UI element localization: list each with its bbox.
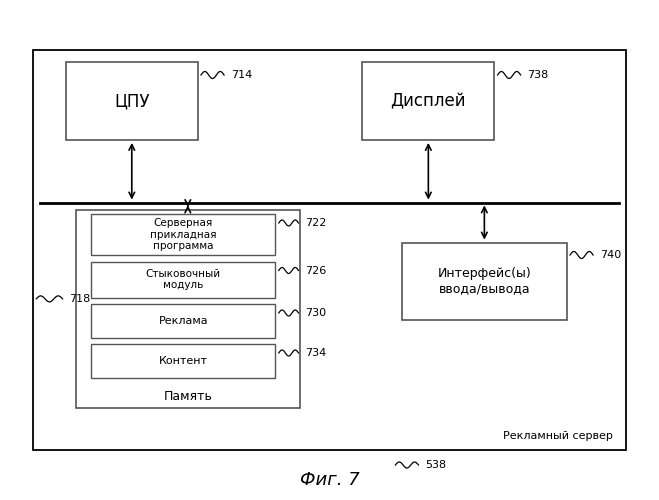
Bar [91, 214, 275, 255]
Bar [91, 304, 275, 338]
Text: Стыковочный
модуль: Стыковочный модуль [146, 268, 221, 290]
Text: 538: 538 [425, 460, 446, 470]
Text: Серверная
прикладная
программа: Серверная прикладная программа [150, 218, 216, 251]
Text: 738: 738 [527, 70, 548, 80]
Bar [362, 62, 494, 140]
Text: Реклама: Реклама [158, 316, 208, 326]
Text: Интерфейс(ы)
ввода/вывода: Интерфейс(ы) ввода/вывода [438, 267, 531, 295]
Text: 714: 714 [231, 70, 252, 80]
Bar [91, 262, 275, 298]
Text: 726: 726 [305, 266, 326, 276]
Text: Фиг. 7: Фиг. 7 [300, 471, 359, 489]
Text: Память: Память [163, 390, 212, 403]
Text: ЦПУ: ЦПУ [114, 92, 150, 110]
Bar [66, 62, 198, 140]
Bar [402, 242, 567, 320]
Bar [76, 210, 300, 408]
Text: 730: 730 [305, 308, 326, 318]
Bar [91, 344, 275, 378]
Text: 734: 734 [305, 348, 326, 358]
Text: Контент: Контент [159, 356, 208, 366]
Text: Рекламный сервер: Рекламный сервер [503, 431, 613, 441]
Text: 722: 722 [305, 218, 326, 228]
Text: Дисплей: Дисплей [391, 92, 466, 110]
Text: 718: 718 [69, 294, 90, 304]
Text: 740: 740 [600, 250, 621, 260]
Bar [33, 50, 626, 450]
